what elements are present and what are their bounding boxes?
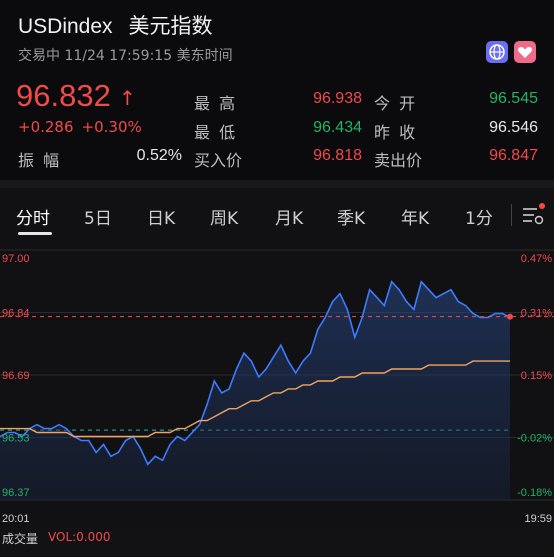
prev-close-label: 昨 收 xyxy=(374,123,418,142)
low-label: 最 低 xyxy=(194,123,238,142)
low-value: 96.434 xyxy=(313,119,362,136)
y-tick-right: -0.02% xyxy=(517,433,552,445)
y-tick-left: 96.53 xyxy=(2,433,30,445)
index-name: 美元指数 xyxy=(128,15,213,38)
tab-yearly-k[interactable]: 年K xyxy=(401,209,430,229)
title: USDindex 美元指数 xyxy=(18,10,213,40)
y-tick-left: 96.69 xyxy=(2,370,30,382)
up-arrow-icon: ↑ xyxy=(119,86,136,110)
tab-5day[interactable]: 5日 xyxy=(84,209,112,229)
quote-header: USDindex 美元指数 交易中 11/24 17:59:15 美东时间 96.… xyxy=(0,0,554,180)
amplitude-value: 0.52% xyxy=(136,147,182,164)
heart-icon[interactable] xyxy=(514,41,536,63)
y-tick-left: 96.37 xyxy=(2,487,30,499)
high-value: 96.938 xyxy=(313,90,362,107)
trade-status: 交易中 11/24 17:59:15 美东时间 xyxy=(18,48,233,64)
amplitude-label: 振 幅 xyxy=(18,151,62,170)
volume-bar: 成交量 VOL:0.000 xyxy=(0,528,554,557)
y-tick-left: 97.00 xyxy=(2,253,30,265)
y-tick-right: 0.31% xyxy=(521,308,552,320)
y-tick-right: -0.18% xyxy=(517,487,552,499)
chart-area[interactable]: 97.00 96.84 96.69 96.53 96.37 0.47% 0.31% 0.15%… xyxy=(0,238,554,538)
ask-label: 卖出价 xyxy=(374,151,423,170)
divider xyxy=(0,180,554,188)
tab-separator xyxy=(511,204,512,226)
open-label: 今 开 xyxy=(374,94,418,113)
x-tick-end: 19:59 xyxy=(524,513,552,525)
x-tick-start: 20:01 xyxy=(2,513,30,525)
current-price-dot xyxy=(507,313,513,320)
symbol: USDindex xyxy=(18,15,113,38)
tab-quarterly-k[interactable]: 季K xyxy=(337,209,366,229)
last-price: 96.832 xyxy=(16,78,111,113)
y-tick-right: 0.15% xyxy=(521,370,552,382)
tab-timeshare[interactable]: 分时 xyxy=(16,209,50,229)
intraday-chart[interactable]: 97.00 96.84 96.69 96.53 96.37 0.47% 0.31% 0.15%… xyxy=(0,238,554,538)
tab-1min[interactable]: 1分 xyxy=(465,209,493,229)
tab-daily-k[interactable]: 日K xyxy=(147,209,176,229)
bid-value: 96.818 xyxy=(313,147,362,164)
y-tick-right: 0.47% xyxy=(521,253,552,265)
y-tick-left: 96.84 xyxy=(2,308,30,320)
volume-value: VOL:0.000 xyxy=(48,530,111,544)
prev-close-value: 96.546 xyxy=(489,119,538,136)
price-area xyxy=(0,281,510,500)
tab-monthly-k[interactable]: 月K xyxy=(275,209,304,229)
settings-menu-icon[interactable] xyxy=(520,202,546,228)
price-line xyxy=(0,280,511,466)
period-tabs: 分时 5日 日K 周K 月K 季K 年K 1分 xyxy=(0,190,554,236)
price-change: +0.286 +0.30% xyxy=(18,118,142,136)
open-value: 96.545 xyxy=(489,90,538,107)
active-tab-indicator xyxy=(18,232,52,235)
bid-label: 买入价 xyxy=(194,151,243,170)
change-value: +0.286 xyxy=(18,118,74,136)
globe-icon[interactable] xyxy=(486,41,508,63)
ask-value: 96.847 xyxy=(489,147,538,164)
change-percent: +0.30% xyxy=(81,118,142,136)
average-line xyxy=(0,360,510,438)
high-label: 最 高 xyxy=(194,94,238,113)
volume-label: 成交量 xyxy=(2,532,39,546)
tab-weekly-k[interactable]: 周K xyxy=(210,209,239,229)
